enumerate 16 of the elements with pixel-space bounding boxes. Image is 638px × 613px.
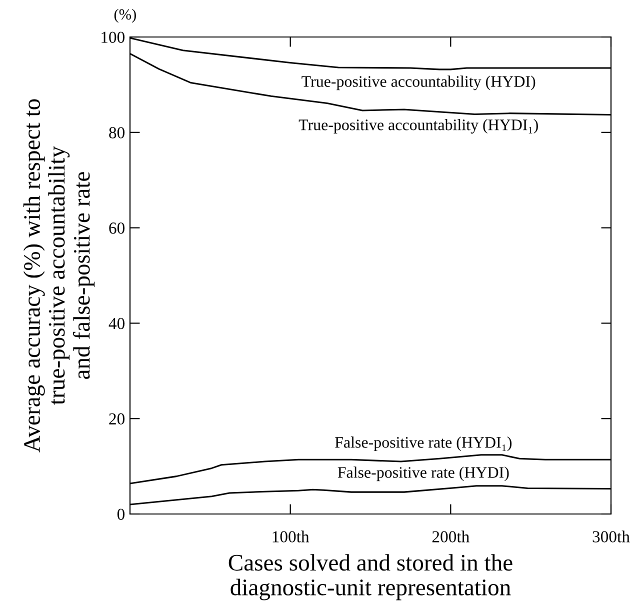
y-axis-title: Average accuracy (%) with respect to true-positive accountability and false-positive rate <box>23 99 95 452</box>
series-label: False-positive rate (HYDI) <box>338 466 509 482</box>
series-label: False-positive rate (HYDI₁) <box>335 436 512 452</box>
x-tick-label: 200th <box>432 530 470 542</box>
y-tick-label: 0 <box>117 508 125 520</box>
series-label: True-positive accountability (HYDI) <box>302 76 536 90</box>
y-tick-label: 40 <box>108 318 125 330</box>
series-label: True-positive accountability (HYDI₁) <box>298 119 538 134</box>
x-tick-label: 300th <box>592 530 630 542</box>
y-tick-label: 20 <box>109 413 125 425</box>
y-tick-label: 100 <box>102 32 125 43</box>
text: (%) <box>114 8 136 23</box>
x-tick-label: 100th <box>272 530 310 542</box>
y-tick-label: 60 <box>109 222 125 234</box>
x-axis-title: Cases solved and stored in the diagnostic-unit representation <box>228 554 512 600</box>
y-tick-label: 80 <box>109 127 125 138</box>
